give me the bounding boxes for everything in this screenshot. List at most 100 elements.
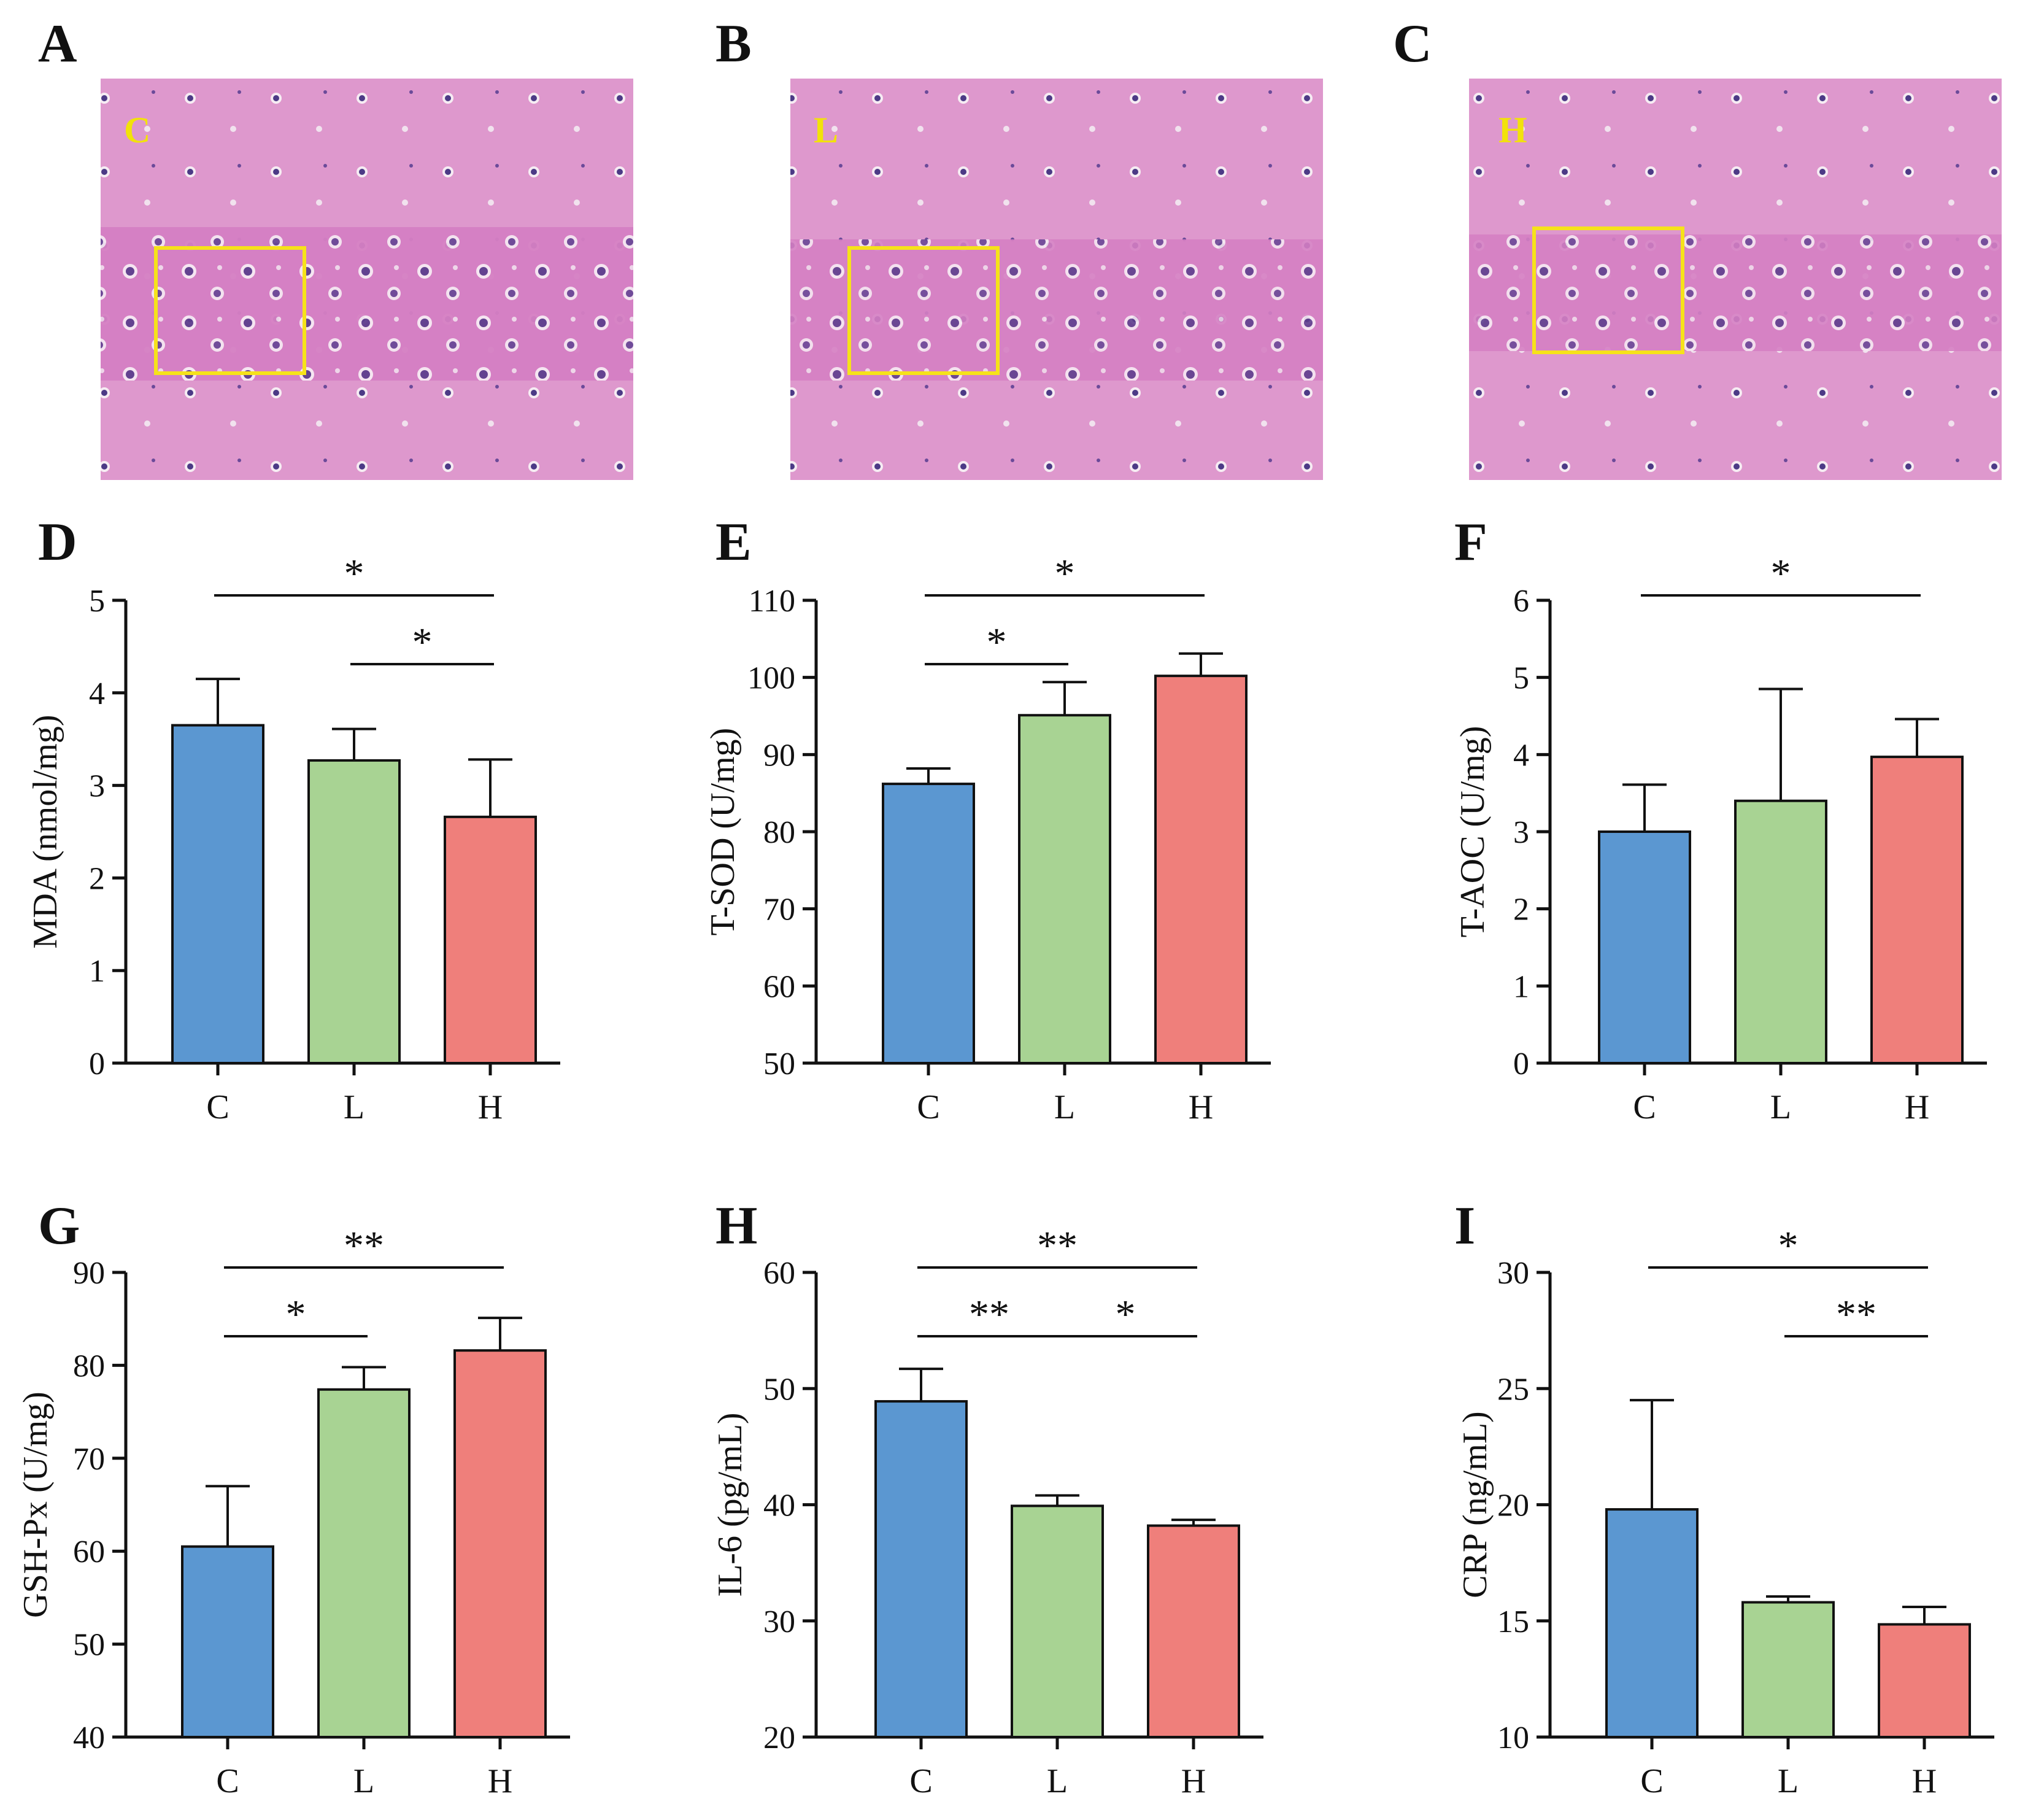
x-tick-label: L (1054, 1088, 1075, 1126)
y-tick-label: 60 (763, 1256, 795, 1291)
x-tick-label: L (1770, 1088, 1791, 1126)
bar-c (1605, 1508, 1699, 1739)
panel-letter-g: G (38, 1196, 80, 1256)
y-tick-label: 4 (1513, 738, 1529, 773)
bar-h (1870, 756, 1964, 1065)
panel-letter-f: F (1454, 513, 1487, 572)
bar-c (874, 1400, 968, 1738)
y-tick-label: 10 (1497, 1720, 1529, 1755)
bar-h (1154, 675, 1248, 1064)
significance-marker: * (286, 1292, 306, 1337)
panel-letter-b: B (715, 14, 752, 74)
bar-h (1147, 1524, 1240, 1738)
y-tick-label: 3 (1513, 815, 1529, 850)
y-tick-label: 90 (763, 738, 795, 773)
x-tick-label: H (1912, 1762, 1937, 1800)
panel-letter-i: I (1454, 1196, 1475, 1256)
y-tick-label: 20 (1497, 1488, 1529, 1523)
x-tick-label: L (353, 1762, 374, 1800)
y-tick-label: 40 (73, 1720, 105, 1755)
bar-h (453, 1349, 547, 1738)
x-tick-label: H (488, 1762, 512, 1800)
roi-box (1532, 226, 1684, 354)
bar-l (307, 759, 401, 1065)
significance-marker: * (1116, 1292, 1136, 1337)
y-tick-label: 80 (73, 1349, 105, 1384)
panel-letter-a: A (38, 14, 77, 74)
x-tick-label: C (1640, 1762, 1663, 1800)
y-tick-label: 110 (749, 584, 795, 619)
y-tick-label: 3 (89, 769, 105, 804)
panel-letter-d: D (38, 513, 77, 572)
significance-marker: * (412, 620, 433, 665)
y-tick-label: 25 (1497, 1372, 1529, 1407)
chart-t-sod: 50 60 70 80 90 100 110 T-SOD (U/mg) C L H * * (704, 551, 1271, 1126)
x-tick-label: H (1905, 1088, 1929, 1126)
significance-marker: * (344, 551, 364, 596)
significance-marker: * (1778, 1223, 1799, 1268)
chart-t-aoc: 0 1 2 3 4 5 6 T-AOC (U/mg) C L H * (1454, 551, 1987, 1126)
y-tick-label: 5 (1513, 661, 1529, 696)
y-tick-label: 6 (1513, 584, 1529, 619)
y-axis-label: MDA (nmol/mg) (26, 714, 64, 948)
y-tick-label: 80 (763, 815, 795, 850)
chart-mda: 0 1 2 3 4 5 MDA (nmol/mg) C L H * * (26, 551, 560, 1126)
bar-h (1878, 1623, 1971, 1738)
panel-letters: A B C D E F G H I (38, 14, 1487, 1256)
bar-c (171, 724, 264, 1064)
bar-l (1741, 1601, 1835, 1738)
x-tick-label: H (478, 1088, 503, 1126)
x-tick-label: C (909, 1762, 932, 1800)
y-tick-label: 30 (763, 1604, 795, 1639)
y-axis-label: GSH-Px (U/mg) (17, 1391, 55, 1618)
image-label: C (124, 110, 150, 150)
x-tick-label: C (206, 1088, 229, 1126)
y-tick-label: 15 (1497, 1604, 1529, 1639)
panel-letter-c: C (1393, 14, 1432, 74)
y-tick-label: 100 (747, 661, 795, 696)
x-tick-label: H (1181, 1762, 1206, 1800)
y-tick-label: 1 (89, 954, 105, 989)
x-tick-label: H (1189, 1088, 1213, 1126)
y-tick-label: 1 (1513, 969, 1529, 1004)
bar-l (1734, 799, 1827, 1064)
x-tick-label: L (1778, 1762, 1799, 1800)
y-tick-label: 4 (89, 676, 105, 711)
y-tick-label: 60 (73, 1534, 105, 1569)
image-label: H (1498, 110, 1527, 150)
y-tick-label: 0 (89, 1047, 105, 1082)
y-tick-label: 50 (73, 1628, 105, 1663)
y-axis-label: IL-6 (pg/mL) (711, 1412, 749, 1596)
y-axis-label: T-SOD (U/mg) (704, 728, 742, 936)
histology-image-b: L (790, 79, 1323, 480)
y-tick-label: 50 (763, 1372, 795, 1407)
significance-marker: ** (1836, 1292, 1876, 1337)
bar-l (1018, 714, 1111, 1064)
y-tick-label: 5 (89, 584, 105, 619)
y-tick-label: 40 (763, 1488, 795, 1523)
significance-marker: * (1055, 551, 1075, 596)
y-tick-label: 30 (1497, 1256, 1529, 1291)
bar-c (882, 783, 975, 1064)
y-tick-label: 2 (1513, 892, 1529, 927)
y-tick-label: 70 (73, 1442, 105, 1477)
y-tick-label: 20 (763, 1720, 795, 1755)
histology-image-a: C (101, 79, 633, 480)
y-tick-label: 90 (73, 1256, 105, 1291)
bar-l (317, 1388, 411, 1738)
significance-marker: ** (1037, 1223, 1078, 1268)
significance-marker: * (1771, 551, 1791, 596)
y-tick-label: 0 (1513, 1047, 1529, 1082)
x-tick-label: C (917, 1088, 939, 1126)
x-tick-label: C (216, 1762, 239, 1800)
significance-marker: ** (969, 1292, 1009, 1337)
y-tick-label: 70 (763, 892, 795, 927)
histology-image-c: H (1469, 79, 2002, 480)
bar-l (1011, 1504, 1104, 1739)
y-axis-label: CRP (ng/mL) (1456, 1411, 1494, 1598)
bar-c (1598, 830, 1691, 1064)
y-tick-label: 2 (89, 861, 105, 896)
y-axis-label: T-AOC (U/mg) (1454, 726, 1492, 938)
